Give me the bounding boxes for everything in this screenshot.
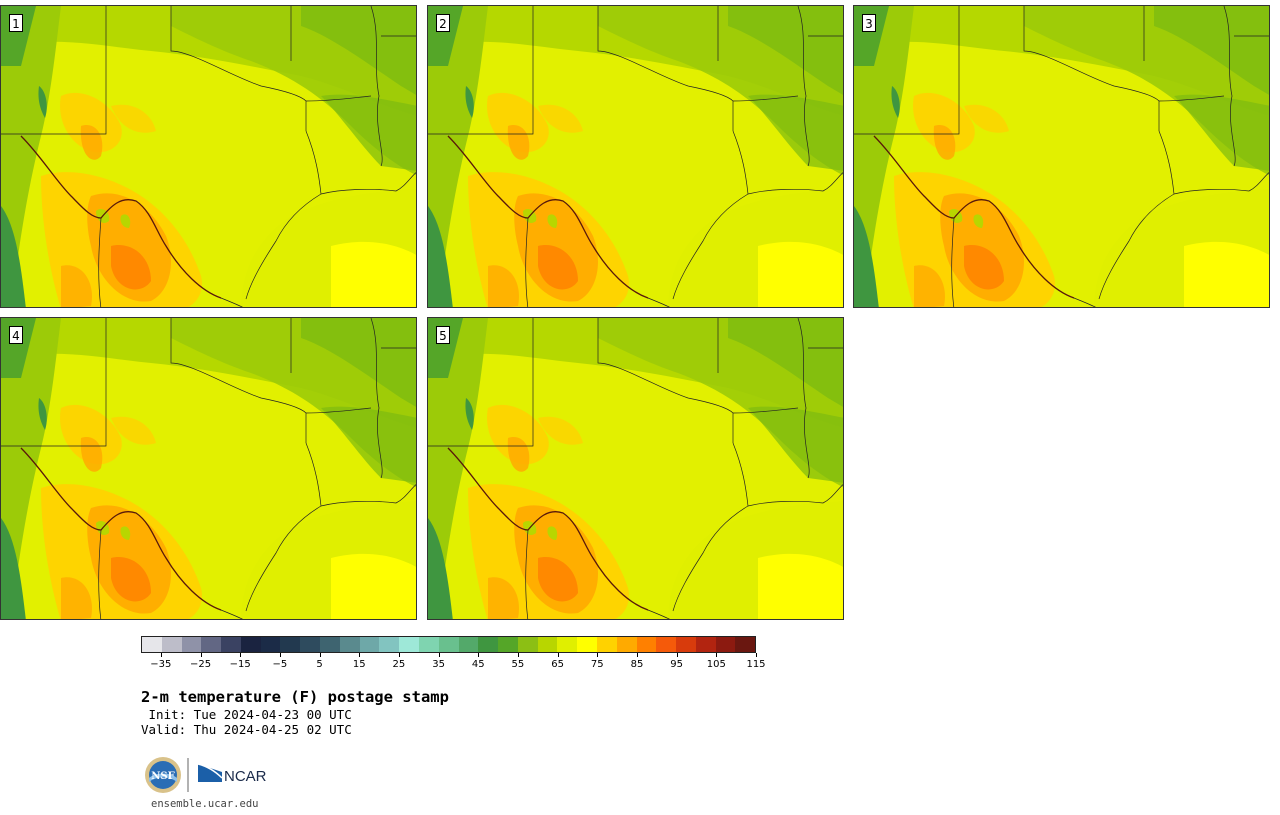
ensemble-member-panel-3: 3 [853,5,1270,308]
colorbar-swatch [636,637,657,652]
colorbar-swatch [181,637,202,652]
colorbar-swatch [498,637,518,652]
colorbar-swatch [596,637,617,652]
init-time: Init: Tue 2024-04-23 00 UTC [141,707,352,722]
colorbar-tick [557,653,559,657]
panel-label: 5 [436,326,450,344]
colorbar-tick [756,653,757,657]
colorbar-tick [160,653,162,657]
colorbar-tick-label: 5 [316,659,323,670]
colorbar-swatch [517,637,538,652]
colorbar-swatch [557,637,578,652]
colorbar-swatch [280,637,301,652]
panel-label: 3 [862,14,876,32]
colorbar-tick-label: 55 [511,659,525,670]
svg-text:NSF: NSF [151,771,174,782]
panel-label: 2 [436,14,450,32]
colorbar-tick [517,653,519,657]
figure-title: 2-m temperature (F) postage stamp [141,688,449,706]
colorbar-tick [279,653,281,657]
colorbar-swatch [339,637,360,652]
colorbar-swatch [616,637,637,652]
colorbar-swatch [656,637,677,652]
colorbar-tick-label: 95 [670,659,684,670]
colorbar-tick-label: 115 [746,659,766,670]
colorbar-swatch [676,637,696,652]
colorbar-tick [438,653,440,657]
colorbar-tick-label: 105 [706,659,726,670]
colorbar-swatch [458,637,479,652]
colorbar-swatch [260,637,281,652]
colorbar-swatch [142,637,162,652]
valid-time: Valid: Thu 2024-04-25 02 UTC [141,722,352,737]
colorbar-swatch [577,637,597,652]
temperature-map [1,318,417,620]
colorbar-tick-label: 65 [551,659,564,670]
colorbar-swatch [300,637,321,652]
colorbar-ticks: −35 −25 −15 −5 5 15 25 35 45 55 65 75 85 95 105 115 [141,653,766,673]
colorbar-tick [319,653,321,657]
colorbar-tick-label: −5 [272,659,288,670]
colorbar-swatch [201,637,222,652]
colorbar-swatch [240,637,261,652]
colorbar-tick [240,653,242,657]
colorbar-swatch [399,637,419,652]
colorbar-tick [359,653,361,657]
panel-label: 1 [9,14,23,32]
colorbar-tick-label: 85 [630,659,644,670]
colorbar-tick-label: −35 [150,659,172,670]
temperature-colorbar [141,636,756,653]
colorbar-swatch [379,637,400,652]
colorbar-tick [716,653,718,657]
colorbar-swatch [478,637,499,652]
sponsor-logos: NSF NCAR [144,756,284,796]
ensemble-member-panel-1: 1 [0,5,417,308]
colorbar-tick-label: 25 [392,659,406,670]
panel-label: 4 [9,326,23,344]
colorbar-swatch [221,637,241,652]
colorbar-tick [478,653,480,657]
colorbar-swatch [359,637,380,652]
colorbar-tick [676,653,678,657]
nsf-logo-icon: NSF [145,757,181,793]
colorbar-swatch [537,637,558,652]
temperature-map [428,6,844,308]
colorbar-tick-label: 15 [352,659,366,670]
colorbar-tick [398,653,400,657]
temperature-map [854,6,1270,308]
colorbar-tick-label: −15 [229,659,251,670]
ensemble-member-panel-4: 4 [0,317,417,620]
colorbar-tick [200,653,202,657]
ncar-logo-icon: NCAR [197,763,267,785]
colorbar-tick [597,653,599,657]
colorbar-swatch [695,637,716,652]
colorbar-swatch [320,637,340,652]
colorbar-tick-label: 75 [590,659,604,670]
temperature-map [1,6,417,308]
ensemble-member-panel-5: 5 [427,317,844,620]
colorbar-swatch [161,637,182,652]
colorbar-tick-label: 45 [471,659,485,670]
colorbar-swatch [418,637,439,652]
colorbar-tick-label: 35 [432,659,445,670]
colorbar-tick [636,653,638,657]
colorbar-swatch [438,637,459,652]
colorbar-tick-label: −25 [189,659,212,670]
temperature-map [428,318,844,620]
colorbar-swatch [715,637,736,652]
ensemble-member-panel-2: 2 [427,5,844,308]
colorbar-swatch [735,637,756,652]
svg-text:NCAR: NCAR [224,768,267,785]
website-url: ensemble.ucar.edu [151,798,259,810]
